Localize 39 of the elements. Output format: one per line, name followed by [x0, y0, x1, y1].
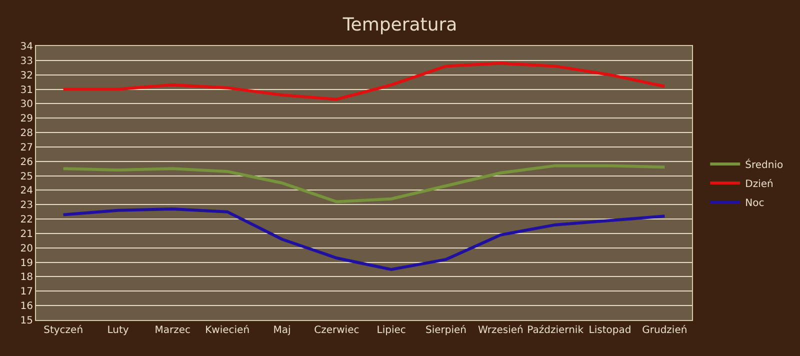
x-tick-label: Grudzień: [642, 324, 688, 336]
y-tick-label: 27: [20, 142, 33, 154]
y-tick-label: 20: [20, 243, 33, 254]
y-tick-label: 32: [20, 70, 33, 82]
x-tick-label: Kwiecień: [205, 324, 250, 336]
chart-title: Temperatura: [342, 14, 458, 36]
x-tick-label: Lipiec: [376, 325, 406, 336]
y-tick-label: 22: [20, 214, 33, 226]
x-tick-label: Czerwiec: [314, 325, 360, 336]
y-tick-label: 25: [20, 171, 33, 182]
x-tick-label: Maj: [273, 325, 291, 336]
y-tick-label: 33: [20, 56, 33, 67]
y-tick-label: 16: [20, 301, 33, 312]
y-tick-label: 17: [20, 286, 33, 298]
line-series: [62, 207, 666, 272]
x-tick-label: Październik: [527, 324, 584, 336]
x-tick-label: Styczeń: [44, 324, 84, 336]
y-tick-label: 30: [20, 99, 33, 110]
y-tick-label: 15: [20, 316, 33, 326]
y-tick-label: 29: [20, 114, 33, 125]
legend-label: Dzień: [745, 178, 774, 190]
y-tick-label: 19: [20, 258, 33, 269]
line-series: [62, 164, 666, 204]
y-tick-label: 31: [20, 84, 33, 96]
x-tick-label: Listopad: [588, 325, 632, 336]
legend-label: Noc: [745, 198, 764, 209]
x-tick-label: Wrzesień: [478, 324, 524, 336]
x-tick-label: Sierpień: [425, 324, 467, 336]
y-tick-label: 26: [20, 156, 33, 168]
x-tick-label: Marzec: [154, 325, 191, 336]
y-tick-label: 18: [20, 272, 33, 284]
y-tick-label: 24: [20, 186, 33, 197]
y-tick-label: 21: [20, 228, 33, 240]
x-tick-label: Luty: [107, 325, 129, 336]
legend-label: Średnio: [745, 158, 784, 171]
y-tick-label: 34: [20, 42, 33, 52]
y-tick-label: 23: [20, 200, 33, 212]
y-tick-label: 28: [20, 128, 33, 140]
line-series: [62, 62, 666, 101]
